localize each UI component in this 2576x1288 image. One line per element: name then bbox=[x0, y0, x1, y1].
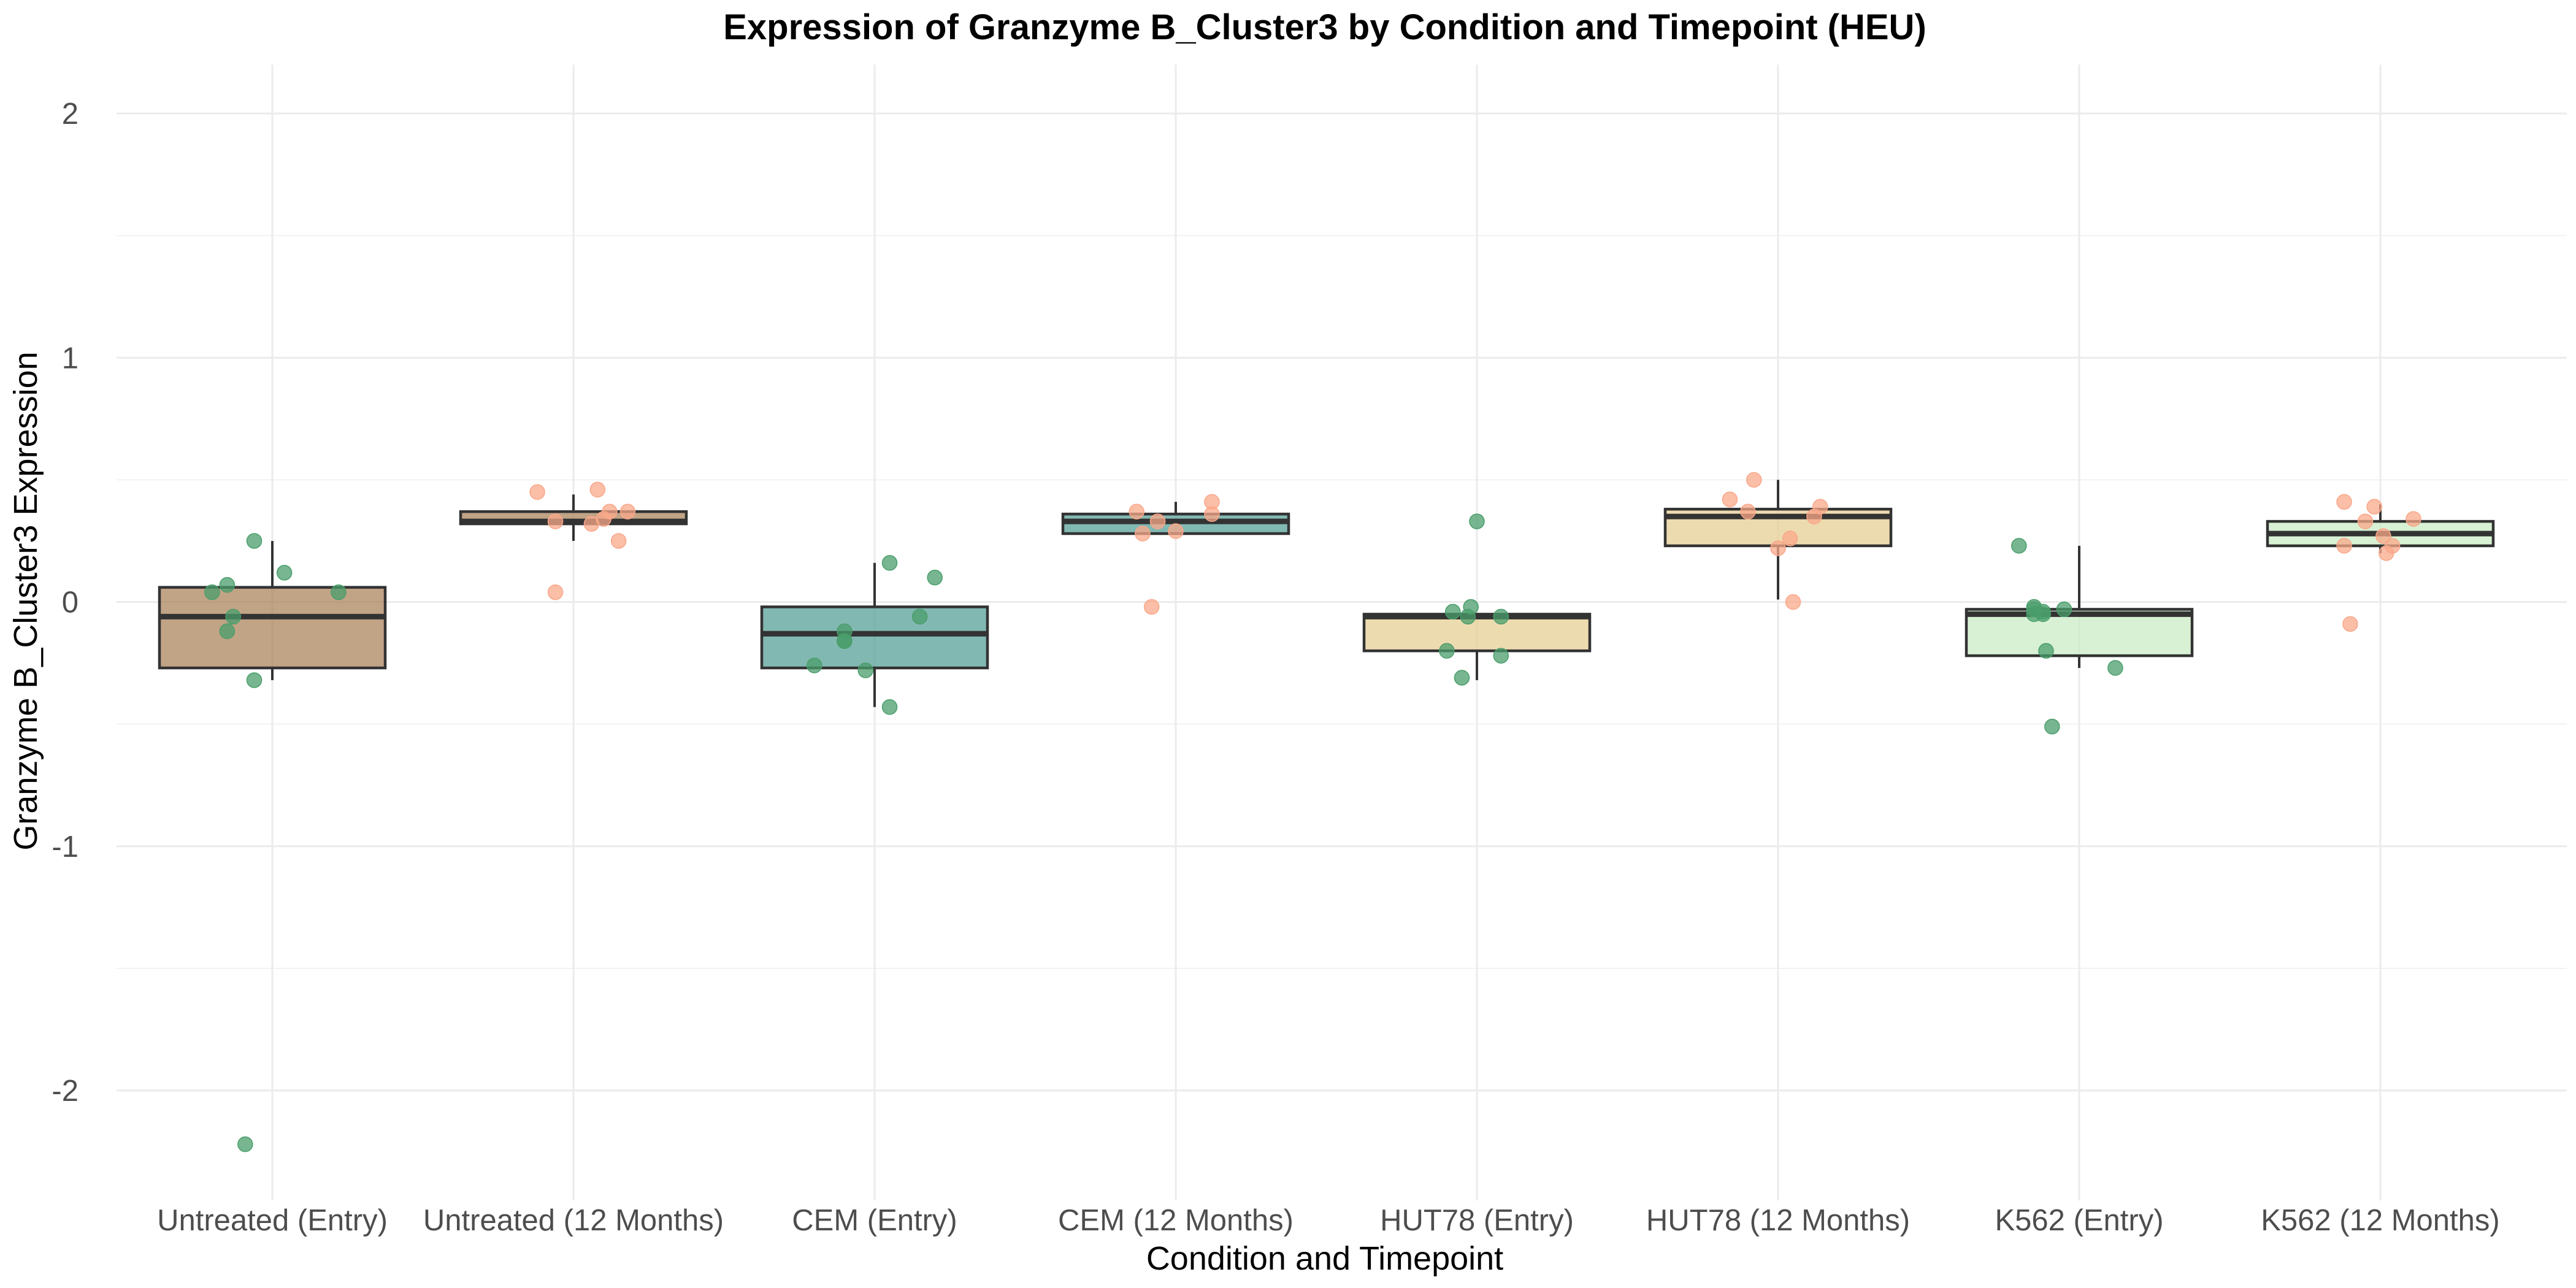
data-point bbox=[2366, 499, 2382, 515]
grid-lines bbox=[117, 64, 2567, 1201]
jitter-points bbox=[204, 472, 2421, 1152]
data-point bbox=[1444, 604, 1461, 620]
box bbox=[158, 586, 387, 670]
x-tick-label: CEM (Entry) bbox=[792, 1204, 957, 1237]
box bbox=[1362, 613, 1592, 653]
data-point bbox=[2357, 513, 2374, 529]
y-tick-label: 2 bbox=[62, 98, 79, 131]
data-point bbox=[881, 699, 898, 715]
data-point bbox=[204, 584, 220, 600]
data-point bbox=[2038, 643, 2054, 659]
x-tick-label: HUT78 (Entry) bbox=[1380, 1204, 1574, 1237]
data-point bbox=[589, 481, 606, 498]
x-tick-label: K562 (12 Months) bbox=[2261, 1204, 2500, 1237]
data-point bbox=[1469, 513, 1485, 529]
y-tick-label: -1 bbox=[52, 830, 79, 864]
data-point bbox=[1439, 643, 1455, 659]
data-point bbox=[246, 533, 263, 549]
data-point bbox=[219, 623, 236, 640]
data-point bbox=[1782, 531, 1798, 546]
data-point bbox=[219, 577, 236, 593]
data-point bbox=[927, 569, 943, 586]
data-point bbox=[610, 533, 627, 549]
data-point bbox=[1135, 526, 1151, 542]
data-point bbox=[547, 513, 564, 529]
data-point bbox=[2342, 616, 2358, 632]
data-point bbox=[1460, 608, 1476, 625]
data-point bbox=[2026, 601, 2042, 618]
data-point bbox=[1143, 599, 1160, 615]
data-point bbox=[1770, 540, 1786, 556]
data-point bbox=[1493, 608, 1509, 625]
data-point bbox=[529, 484, 545, 500]
data-point bbox=[246, 672, 263, 688]
data-point bbox=[1149, 513, 1166, 529]
data-point bbox=[331, 584, 347, 600]
data-point bbox=[583, 516, 600, 532]
boxes bbox=[158, 480, 2495, 707]
data-point bbox=[2336, 494, 2352, 510]
x-tick-label: K562 (Entry) bbox=[1995, 1204, 2163, 1237]
data-point bbox=[2011, 538, 2027, 554]
data-point bbox=[2375, 528, 2391, 544]
data-point bbox=[1129, 504, 1144, 519]
data-point bbox=[1168, 523, 1184, 539]
data-point bbox=[1806, 508, 1822, 524]
data-point bbox=[1740, 504, 1756, 519]
box bbox=[1965, 608, 2194, 657]
data-point bbox=[2107, 660, 2123, 676]
data-point bbox=[619, 504, 636, 519]
y-axis-title: Granzyme B_Cluster3 Expression bbox=[7, 351, 44, 850]
x-axis-title: Condition and Timepoint bbox=[1146, 1240, 1503, 1277]
chart-title: Expression of Granzyme B_Cluster3 by Con… bbox=[723, 7, 1926, 47]
data-point bbox=[857, 662, 874, 678]
data-point bbox=[2379, 545, 2394, 561]
y-tick-label: -2 bbox=[52, 1075, 79, 1108]
data-point bbox=[547, 584, 564, 600]
data-point bbox=[2044, 718, 2060, 735]
data-point bbox=[2405, 511, 2421, 527]
data-point bbox=[1746, 472, 1762, 488]
box bbox=[760, 605, 989, 670]
data-point bbox=[2336, 538, 2352, 554]
data-point bbox=[807, 657, 822, 673]
data-point bbox=[1454, 670, 1470, 686]
data-point bbox=[911, 608, 928, 625]
x-tick-labels: Untreated (Entry) Untreated (12 Months) CE… bbox=[157, 1204, 2500, 1237]
x-tick-label: Untreated (Entry) bbox=[157, 1204, 388, 1237]
y-tick-label: 0 bbox=[62, 586, 79, 619]
x-tick-label: Untreated (12 Months) bbox=[423, 1204, 724, 1237]
data-point bbox=[276, 564, 293, 581]
data-point bbox=[837, 633, 853, 649]
x-tick-label: HUT78 (12 Months) bbox=[1646, 1204, 1910, 1237]
y-tick-label: 1 bbox=[62, 342, 79, 375]
data-point bbox=[237, 1136, 253, 1152]
data-point bbox=[1493, 648, 1509, 664]
data-point bbox=[881, 555, 898, 571]
data-point bbox=[225, 608, 241, 625]
data-point bbox=[2056, 601, 2072, 618]
y-tick-labels: -2 -1 0 1 2 bbox=[52, 98, 79, 1108]
data-point bbox=[1204, 506, 1220, 522]
data-point bbox=[1785, 594, 1801, 610]
data-point bbox=[1722, 491, 1738, 507]
x-tick-label: CEM (12 Months) bbox=[1058, 1204, 1294, 1237]
